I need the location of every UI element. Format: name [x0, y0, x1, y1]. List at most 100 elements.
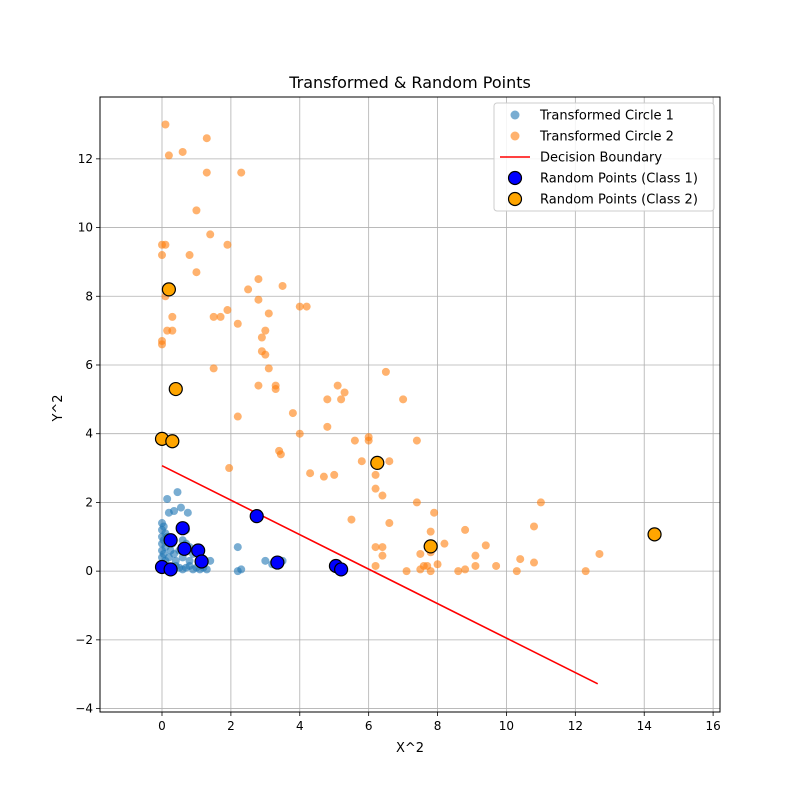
circle1-point — [171, 556, 180, 565]
circle2-point — [158, 251, 166, 260]
class1-point — [334, 562, 349, 577]
circle2-point — [371, 561, 380, 570]
circle2-point — [581, 567, 590, 576]
circle2-point — [178, 147, 187, 156]
class2-point — [647, 527, 662, 542]
circle2-point — [192, 206, 201, 215]
circle2-point — [168, 326, 177, 335]
circle2-point — [288, 409, 297, 418]
circle2-point — [233, 412, 242, 421]
circle2-point — [209, 364, 218, 373]
circle2-point — [512, 567, 521, 576]
circle2-point — [402, 567, 411, 576]
circle1-point — [237, 565, 246, 574]
class1-point — [270, 555, 285, 570]
circle2-point — [371, 484, 380, 493]
circle2-point — [278, 281, 287, 290]
x-tick-label: 4 — [296, 719, 304, 733]
circle2-point — [461, 565, 470, 574]
class1-point — [177, 541, 192, 556]
circle1-point — [173, 488, 182, 497]
legend-label: Decision Boundary — [540, 151, 662, 166]
circle2-point — [202, 134, 211, 143]
circle2-point — [185, 251, 194, 260]
x-tick-label: 0 — [158, 719, 166, 733]
legend-box — [493, 102, 715, 212]
legend-label: Transformed Circle 2 — [539, 130, 674, 145]
y-tick-label: 4 — [85, 427, 93, 441]
circle2-point — [261, 350, 270, 359]
circle2-point — [440, 539, 449, 548]
circle2-point — [295, 429, 304, 438]
circle2-point — [378, 491, 387, 500]
circle2-point — [364, 436, 373, 445]
x-tick-label: 2 — [227, 719, 235, 733]
legend-marker-swatch — [510, 131, 520, 141]
series-3 — [154, 509, 349, 577]
circle2-point — [530, 558, 538, 567]
circle2-point — [357, 457, 366, 466]
circle2-point — [161, 240, 170, 249]
circle2-point — [337, 395, 346, 404]
class2-point — [423, 539, 438, 554]
axis-ticks: 0 2 4 6 8 10 12 14 16 −4 −2 0 2 4 6 8 10 12 — [75, 152, 720, 733]
y-tick-label: −4 — [75, 702, 93, 716]
circle1-point — [164, 553, 173, 562]
class2-point — [165, 434, 180, 449]
circle2-point — [264, 309, 273, 318]
circle2-point — [168, 312, 177, 321]
x-axis-label: X^2 — [396, 741, 424, 756]
legend-item: Random Points (Class 2) — [507, 191, 698, 208]
class2-point — [168, 381, 183, 397]
circle2-point — [254, 275, 263, 284]
class2-point — [161, 282, 176, 297]
x-tick-label: 10 — [499, 719, 514, 733]
y-tick-label: 10 — [78, 221, 93, 235]
y-tick-label: 0 — [85, 564, 93, 578]
legend-label: Random Points (Class 2) — [540, 193, 698, 208]
circle2-point — [264, 364, 273, 373]
circle2-point — [254, 381, 263, 390]
circle2-point — [244, 285, 253, 294]
circle2-point — [350, 436, 359, 445]
circle2-point — [216, 312, 225, 321]
circle2-point — [223, 240, 232, 249]
circle2-point — [426, 527, 435, 536]
circle2-point — [233, 319, 242, 328]
class1-point — [163, 562, 178, 577]
class1-point — [249, 509, 264, 524]
circle2-point — [416, 565, 425, 574]
x-tick-label: 14 — [637, 719, 652, 733]
circle2-point — [454, 567, 463, 576]
x-tick-label: 12 — [568, 719, 583, 733]
circle2-point — [330, 470, 339, 479]
circle2-point — [595, 549, 604, 558]
circle2-point — [340, 388, 349, 397]
circle2-point — [225, 464, 234, 473]
y-axis-label: Y^2 — [51, 394, 66, 422]
legend-item: Transformed Circle 2 — [510, 130, 674, 145]
circle2-point — [254, 295, 263, 304]
y-tick-label: 8 — [85, 289, 93, 303]
circle2-point — [371, 543, 380, 552]
circle2-point — [536, 498, 545, 507]
circle2-point — [237, 168, 246, 177]
circle2-point — [223, 306, 232, 315]
circle2-point — [378, 543, 387, 552]
circle2-point — [481, 541, 490, 550]
legend-marker-swatch — [507, 170, 523, 186]
circle2-point — [161, 120, 170, 129]
circle2-point — [381, 367, 390, 376]
circle2-point — [461, 525, 470, 534]
circle2-point — [306, 469, 315, 478]
circle2-point — [416, 549, 425, 558]
circle2-point — [323, 422, 332, 431]
circle1-point — [233, 543, 242, 552]
series-4 — [154, 282, 662, 554]
circle2-point — [295, 302, 304, 311]
circle2-point — [276, 450, 285, 459]
circle1-point — [185, 556, 194, 565]
series-1 — [158, 120, 604, 576]
circle1-point — [183, 508, 192, 517]
